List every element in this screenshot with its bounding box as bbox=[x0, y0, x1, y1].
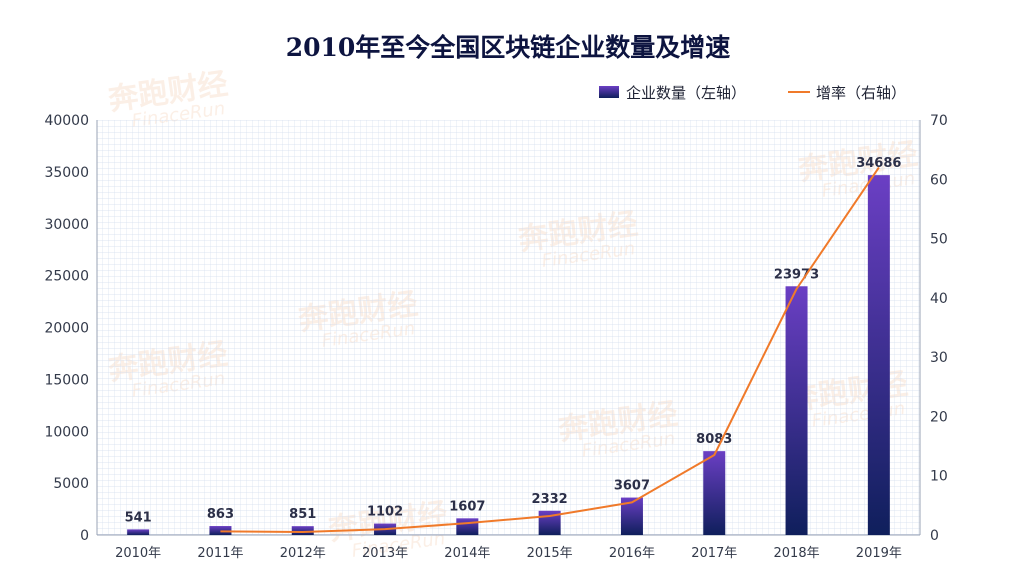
y-right-tick-label: 0 bbox=[930, 528, 939, 544]
chart-title: 2010年至今全国区块链企业数量及增速 bbox=[286, 33, 731, 62]
bar bbox=[291, 526, 314, 535]
bar bbox=[127, 529, 150, 535]
bar-data-label: 34686 bbox=[856, 156, 901, 171]
legend-swatch-bar bbox=[599, 86, 619, 98]
x-axis: 2010年 2011年 2012年 2013年 2014年 2015年 2016年 2017年… bbox=[97, 534, 920, 561]
bar bbox=[456, 518, 479, 535]
x-tick-label: 2010年 bbox=[115, 546, 161, 561]
bar bbox=[620, 497, 643, 535]
x-tick-label: 2011年 bbox=[197, 546, 243, 561]
y-right-tick-label: 60 bbox=[930, 172, 948, 188]
x-tick-label: 2018年 bbox=[774, 546, 820, 561]
bar-data-label: 863 bbox=[207, 507, 234, 522]
x-tick-label: 2014年 bbox=[444, 546, 490, 561]
bar-data-label: 851 bbox=[289, 507, 316, 522]
y-axis-right: 0 10 20 30 40 50 60 70 bbox=[919, 113, 948, 544]
x-tick-label: 2013年 bbox=[362, 546, 408, 561]
y-right-tick-label: 70 bbox=[930, 113, 948, 129]
legend: 企业数量（左轴） 增率（右轴） bbox=[599, 84, 906, 102]
y-left-tick-label: 20000 bbox=[44, 321, 89, 337]
y-right-tick-label: 30 bbox=[930, 350, 948, 366]
x-tick-label: 2017年 bbox=[691, 546, 737, 561]
x-tick-label: 2015年 bbox=[527, 546, 573, 561]
x-tick-label: 2012年 bbox=[280, 546, 326, 561]
bar-data-label: 1607 bbox=[449, 499, 485, 514]
line-series bbox=[220, 166, 880, 533]
growth-rate-line bbox=[220, 166, 880, 533]
bar-data-label: 541 bbox=[125, 510, 152, 525]
y-left-tick-label: 0 bbox=[80, 528, 89, 544]
y-left-tick-label: 10000 bbox=[44, 424, 89, 440]
legend-label-line: 增率（右轴） bbox=[816, 84, 906, 102]
y-left-tick-label: 30000 bbox=[44, 217, 89, 233]
bar bbox=[867, 175, 890, 535]
plot-area bbox=[97, 120, 920, 535]
y-right-tick-label: 50 bbox=[930, 232, 948, 248]
bar-data-label: 3607 bbox=[614, 479, 650, 494]
bar-data-label: 1102 bbox=[367, 505, 403, 520]
y-left-tick-label: 25000 bbox=[44, 269, 89, 285]
bar-data-label: 23973 bbox=[774, 267, 819, 282]
bar-data-label: 2332 bbox=[532, 492, 568, 507]
x-tick-label: 2016年 bbox=[609, 546, 655, 561]
y-left-tick-label: 40000 bbox=[44, 113, 89, 129]
bar-data-labels: 541 863 851 1102 1607 2332 3607 8083 23973 34686 bbox=[125, 156, 902, 525]
bar-data-label: 8083 bbox=[696, 432, 732, 447]
y-left-tick-label: 35000 bbox=[44, 165, 89, 181]
bar bbox=[785, 286, 808, 535]
bar bbox=[703, 451, 726, 535]
y-right-tick-label: 10 bbox=[930, 469, 948, 485]
x-tick-label: 2019年 bbox=[856, 546, 902, 561]
y-right-tick-label: 40 bbox=[930, 291, 948, 307]
y-left-tick-label: 5000 bbox=[53, 476, 89, 492]
y-right-tick-label: 20 bbox=[930, 409, 948, 425]
y-axis-left: 0 5000 10000 15000 20000 25000 30000 35000 40000 bbox=[44, 113, 98, 544]
y-left-tick-label: 15000 bbox=[44, 372, 89, 388]
legend-label-bar: 企业数量（左轴） bbox=[626, 84, 746, 102]
